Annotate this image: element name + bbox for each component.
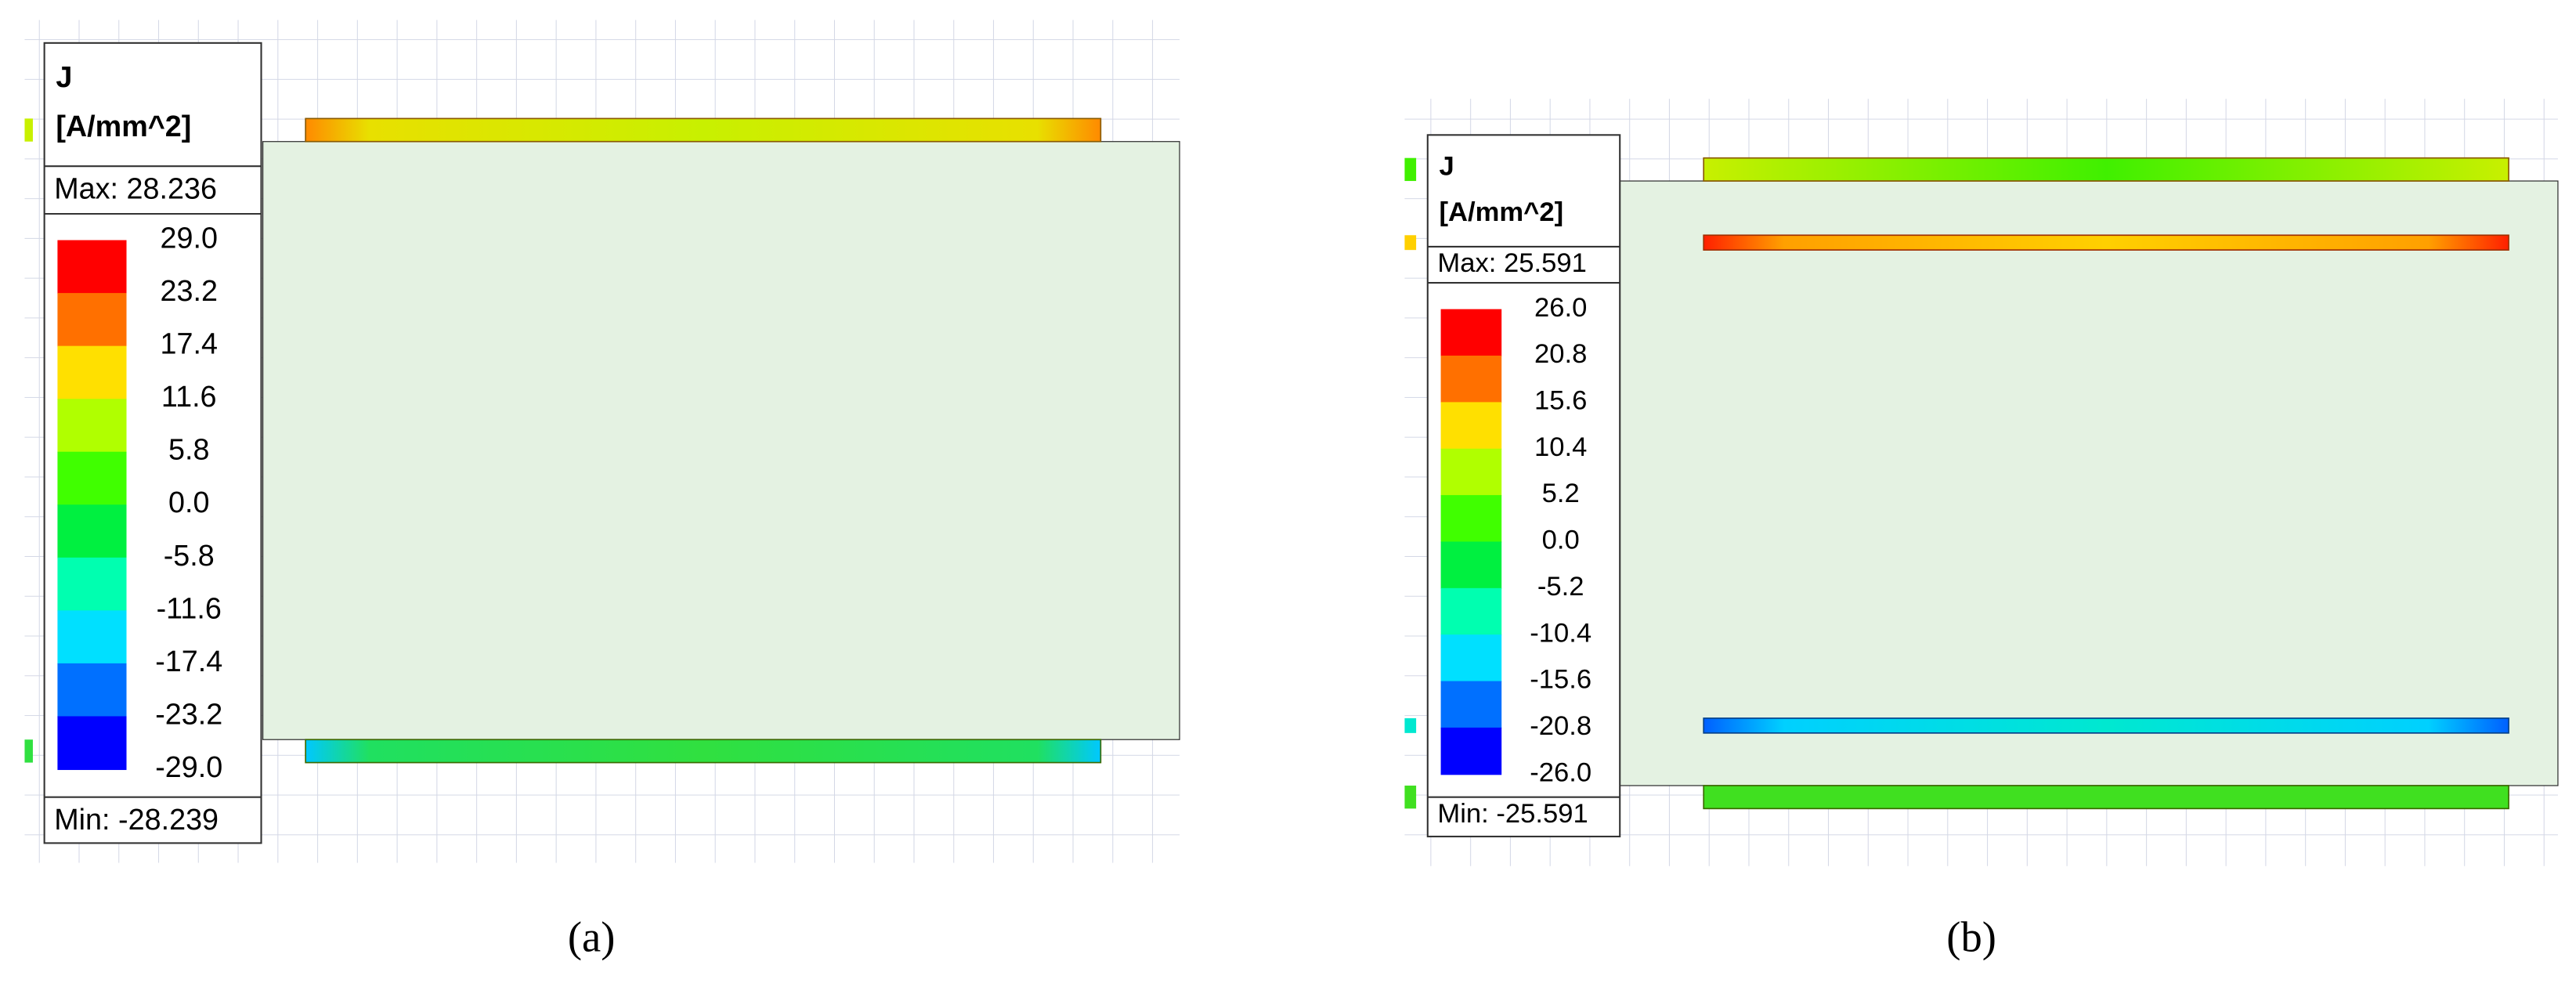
- conductor-edge: [1404, 785, 1417, 809]
- conductor-edge: [1404, 717, 1417, 733]
- legend-tick: 5.8: [168, 433, 209, 466]
- conductor-edge: [24, 118, 33, 142]
- legend-tick: -15.6: [1530, 665, 1591, 695]
- legend-tick: -5.2: [1537, 572, 1584, 602]
- legend-tick: -17.4: [155, 645, 222, 678]
- legend-tick: -23.2: [155, 697, 222, 730]
- conductor: [305, 117, 1102, 143]
- caption: (b): [1946, 913, 1996, 961]
- legend-tick: 11.6: [161, 380, 217, 413]
- color-band: [1440, 587, 1502, 636]
- color-band: [1440, 402, 1502, 450]
- color-band: [57, 293, 127, 347]
- color-band: [57, 557, 127, 612]
- caption: (a): [568, 913, 616, 961]
- color-band: [1440, 727, 1502, 775]
- legend-tick: 10.4: [1534, 432, 1587, 462]
- legend-min: Min: -28.239: [54, 803, 219, 836]
- legend-tick: -5.8: [164, 539, 215, 572]
- color-band: [1440, 495, 1502, 543]
- legend-tick: 5.2: [1542, 479, 1580, 508]
- legend-tick: -11.6: [157, 591, 222, 624]
- legend-tick: 20.8: [1534, 339, 1587, 369]
- color-band: [1440, 309, 1502, 357]
- conductor-edge: [1404, 157, 1417, 182]
- legend-unit: [A/mm^2]: [56, 110, 191, 143]
- substrate: [262, 141, 1180, 740]
- substrate: [1619, 180, 2559, 786]
- legend-tick: 23.2: [160, 274, 217, 307]
- legend-title: J: [56, 60, 72, 93]
- conductor-edge: [24, 739, 33, 763]
- legend-title: J: [1439, 151, 1454, 181]
- color-band: [1440, 681, 1502, 728]
- color-band: [1440, 634, 1502, 682]
- color-band: [1440, 448, 1502, 497]
- legend-tick: 26.0: [1534, 293, 1587, 323]
- legend-tick: -20.8: [1530, 711, 1591, 741]
- legend-tick: -29.0: [155, 750, 222, 783]
- legend-tick: 0.0: [1542, 526, 1580, 555]
- color-band: [1440, 541, 1502, 589]
- color-band: [57, 610, 127, 664]
- color-band: [57, 399, 127, 453]
- legend-tick: -26.0: [1530, 757, 1591, 787]
- conductor: [1703, 717, 2509, 734]
- color-band: [57, 240, 127, 295]
- conductor-edge: [1404, 235, 1417, 251]
- legend-unit: [A/mm^2]: [1439, 197, 1563, 227]
- legend-min: Min: -25.591: [1437, 799, 1588, 829]
- legend-max: Max: 28.236: [54, 172, 217, 205]
- legend-tick: 0.0: [168, 486, 209, 519]
- color-band: [57, 451, 127, 506]
- legend-tick: -10.4: [1530, 618, 1591, 648]
- conductor: [1703, 785, 2509, 810]
- color-band: [1440, 356, 1502, 403]
- legend-tick: 29.0: [160, 222, 217, 255]
- legend-max: Max: 25.591: [1437, 248, 1586, 278]
- legend-tick: 15.6: [1534, 386, 1587, 416]
- color-band: [57, 504, 127, 558]
- color-band: [57, 716, 127, 771]
- conductor: [305, 739, 1102, 764]
- color-band: [57, 345, 127, 400]
- conductor: [1703, 234, 2509, 251]
- color-band: [57, 663, 127, 717]
- legend-tick: 17.4: [160, 327, 217, 360]
- conductor: [1703, 157, 2509, 182]
